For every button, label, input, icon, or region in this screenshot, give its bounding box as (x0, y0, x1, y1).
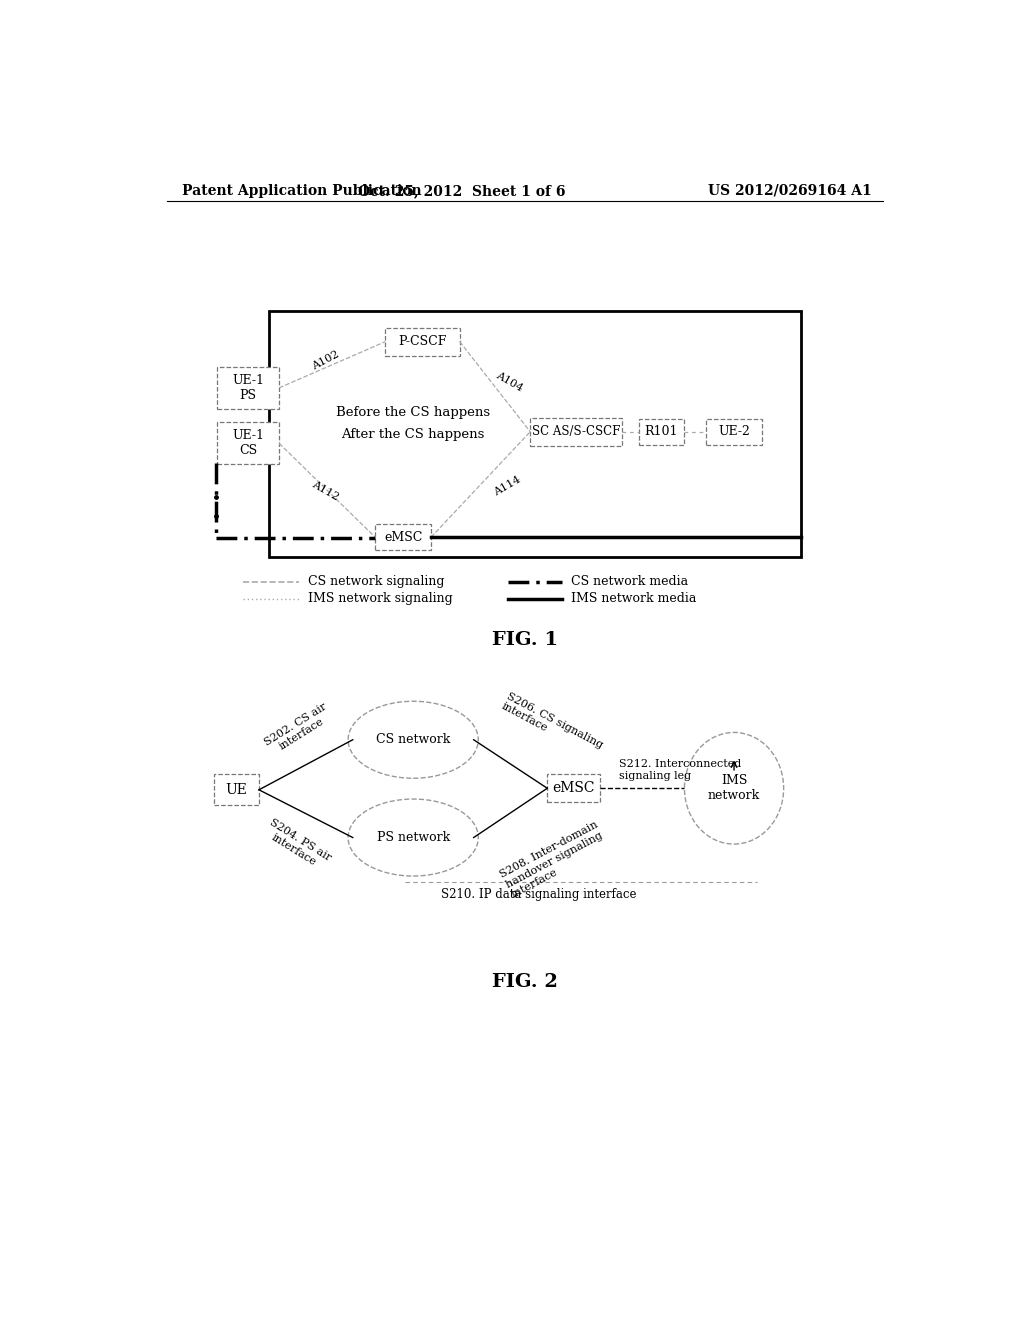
Text: CS network signaling: CS network signaling (308, 576, 444, 589)
FancyBboxPatch shape (639, 418, 684, 445)
Text: CS network media: CS network media (571, 576, 688, 589)
FancyBboxPatch shape (217, 422, 280, 465)
Text: P-CSCF: P-CSCF (398, 335, 446, 348)
FancyBboxPatch shape (707, 418, 762, 445)
Text: S204. PS air
interface: S204. PS air interface (261, 817, 333, 873)
Text: A112: A112 (310, 479, 341, 503)
Ellipse shape (348, 701, 478, 779)
Text: UE-1
CS: UE-1 CS (232, 429, 264, 457)
Text: S208. Inter-domain
handover signaling
interface: S208. Inter-domain handover signaling in… (499, 818, 611, 900)
Text: S210. IP data signaling interface: S210. IP data signaling interface (441, 888, 637, 902)
FancyBboxPatch shape (547, 775, 600, 803)
FancyBboxPatch shape (375, 524, 431, 550)
Text: IMS network media: IMS network media (571, 593, 696, 606)
Text: CS network: CS network (376, 733, 451, 746)
Text: S202. CS air
interface: S202. CS air interface (262, 701, 335, 758)
Text: A102: A102 (310, 348, 341, 371)
Text: UE-2: UE-2 (718, 425, 750, 438)
Text: Before the CS happens: Before the CS happens (336, 407, 490, 418)
Text: FIG. 2: FIG. 2 (492, 973, 558, 991)
FancyBboxPatch shape (214, 775, 259, 805)
Text: PS network: PS network (377, 832, 450, 843)
Bar (269, 312, 801, 557)
Text: UE-1
PS: UE-1 PS (232, 374, 264, 401)
Ellipse shape (684, 733, 783, 843)
FancyBboxPatch shape (530, 418, 622, 446)
Text: A104: A104 (495, 370, 524, 393)
Text: S212. Interconnected
signaling leg: S212. Interconnected signaling leg (618, 759, 740, 780)
Text: R101: R101 (644, 425, 678, 438)
Text: Patent Application Publication: Patent Application Publication (182, 183, 422, 198)
FancyBboxPatch shape (217, 367, 280, 409)
Text: A114: A114 (493, 475, 523, 498)
Text: IMS
network: IMS network (708, 775, 760, 803)
Text: US 2012/0269164 A1: US 2012/0269164 A1 (709, 183, 872, 198)
Text: IMS network signaling: IMS network signaling (308, 593, 453, 606)
Text: UE: UE (225, 783, 248, 797)
Text: eMSC: eMSC (552, 781, 595, 795)
Ellipse shape (348, 799, 478, 876)
Text: eMSC: eMSC (384, 531, 422, 544)
Text: S206. CS signaling
interface: S206. CS signaling interface (500, 692, 605, 760)
Text: SC AS/S-CSCF: SC AS/S-CSCF (531, 425, 621, 438)
Text: FIG. 1: FIG. 1 (492, 631, 558, 648)
FancyBboxPatch shape (385, 327, 460, 355)
Text: Oct. 25, 2012  Sheet 1 of 6: Oct. 25, 2012 Sheet 1 of 6 (357, 183, 565, 198)
Text: After the CS happens: After the CS happens (342, 428, 485, 441)
